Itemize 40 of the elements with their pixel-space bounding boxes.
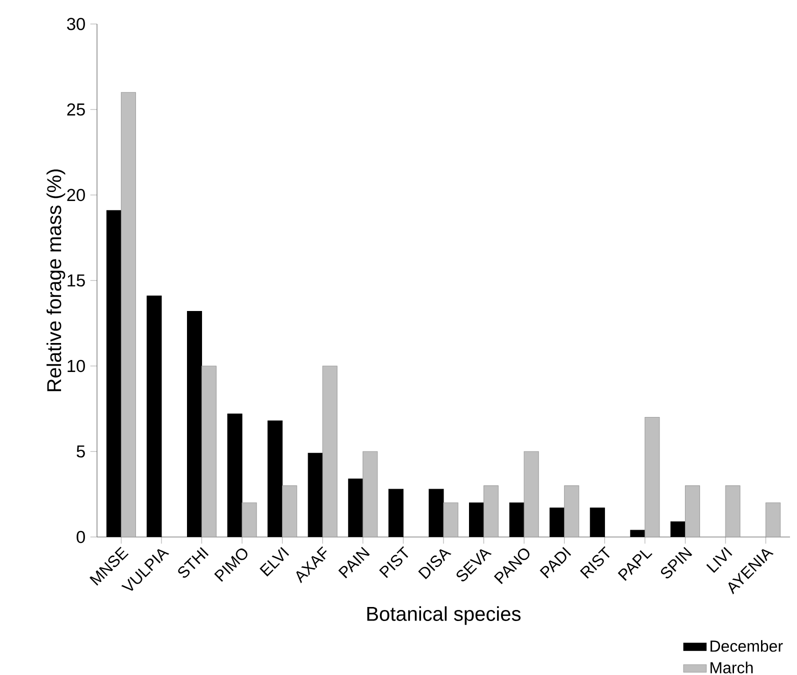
bar [590,508,605,537]
bar [186,311,202,537]
bar [322,366,338,537]
bar [630,530,646,537]
bar [443,502,458,537]
y-axis-title: Relative forage mass (%) [46,170,66,392]
bar [524,451,539,537]
bar [201,366,217,537]
bar [388,488,404,537]
bar [268,420,283,537]
bar [146,296,162,537]
bar [469,502,484,537]
bar [227,414,242,537]
y-tick-label: 25 [67,103,85,116]
bar [670,521,686,537]
bar [725,485,740,537]
y-tick-label: 20 [67,188,85,202]
bar [564,485,580,537]
bar [362,451,378,537]
bar [484,485,499,537]
bar [106,210,122,537]
legend-label: March [710,662,753,674]
bar [282,485,298,537]
bar [684,485,700,537]
bar [509,502,524,537]
bar [308,452,323,537]
y-tick-label: 10 [68,360,85,372]
y-tick-label: 5 [76,445,85,458]
bar [120,92,136,537]
legend-label: December [710,640,783,652]
y-tick-label: 15 [68,274,85,287]
y-tick-label: 30 [67,18,85,30]
bar [550,508,565,537]
bar [644,417,660,537]
bar [242,502,257,537]
bar [348,478,364,537]
x-axis-title: Botanical species [367,606,521,625]
y-tick-label: 0 [76,530,85,544]
bar [428,488,444,537]
bar [766,502,781,537]
